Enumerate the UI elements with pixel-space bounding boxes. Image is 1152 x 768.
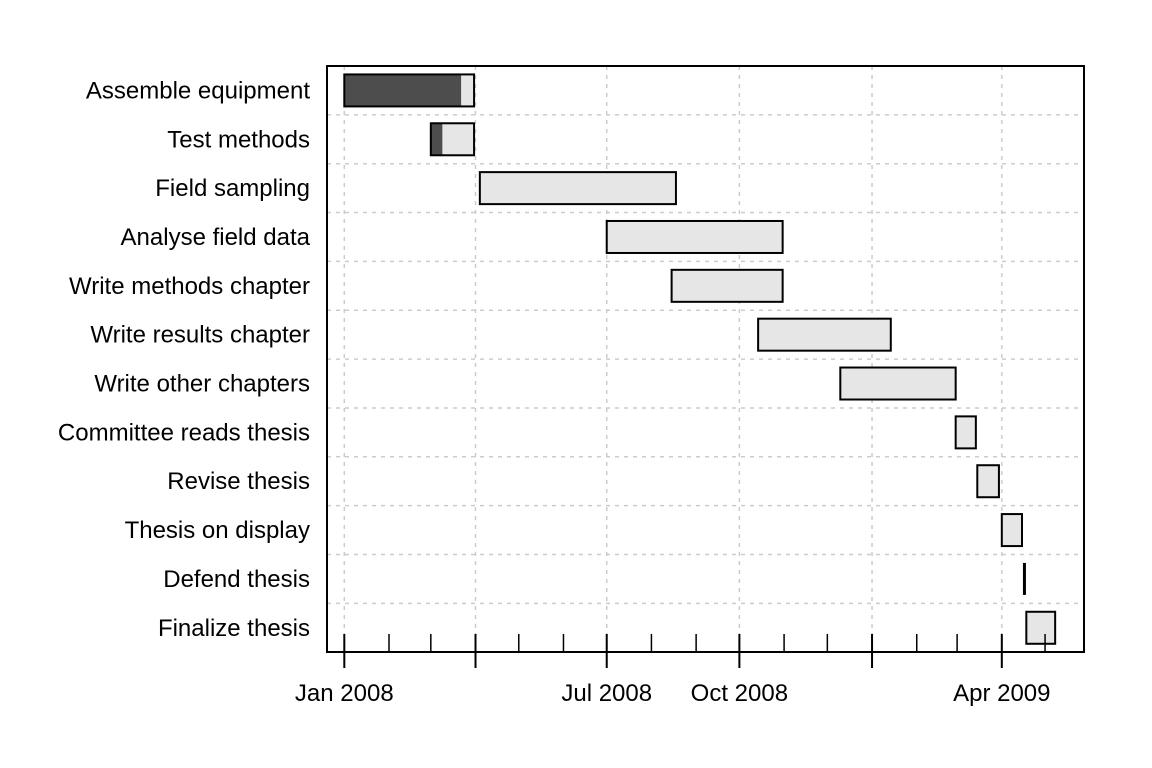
grid-lines (327, 66, 1084, 652)
task-bar-done (344, 74, 462, 107)
task-bar-outline (954, 415, 977, 450)
task-bar (1026, 611, 1056, 644)
task-bar (758, 318, 891, 351)
task-label: Field sampling (155, 175, 310, 202)
task-label: Finalize thesis (158, 615, 310, 642)
task-bars (343, 73, 1057, 645)
task-label: Committee reads thesis (58, 419, 310, 446)
task-bar-outline (605, 219, 784, 254)
task-label: Defend thesis (163, 566, 310, 593)
task-bar-outline (1000, 513, 1023, 548)
task-bar-outline (343, 73, 476, 108)
task-label: Analyse field data (121, 224, 311, 251)
x-tick-label: Oct 2008 (691, 680, 788, 707)
task-bar-outline (839, 366, 957, 401)
task-bar-outline (670, 268, 784, 303)
x-tick-label: Jan 2008 (295, 680, 394, 707)
task-label: Write methods chapter (69, 273, 310, 300)
x-tick-label: Apr 2009 (953, 680, 1050, 707)
task-bar (977, 465, 999, 498)
task-label: Assemble equipment (86, 77, 310, 104)
task-bar-outline (478, 171, 677, 206)
task-bar (479, 172, 676, 205)
task-bar-outline (757, 317, 892, 352)
task-bar (840, 367, 956, 400)
task-bar-outline (1025, 610, 1057, 645)
task-bar-outline (429, 122, 476, 157)
task-bar (955, 416, 976, 449)
task-bar (1001, 514, 1022, 547)
task-bar (671, 269, 783, 302)
task-label: Test methods (167, 126, 310, 153)
plot-frame (326, 65, 1085, 653)
x-tick-label: Jul 2008 (561, 680, 652, 707)
task-label: Write other chapters (94, 371, 310, 398)
task-labels: Assemble equipment Test methods Field samp… (58, 77, 311, 641)
task-label: Revise thesis (167, 468, 310, 495)
task-label: Write results chapter (90, 322, 310, 349)
task-bar (606, 220, 783, 253)
task-bar-done (430, 123, 443, 156)
x-axis: Jan 2008 Jul 2008 Oct 2008 Apr 2009 (295, 634, 1051, 707)
task-bar-outline (976, 464, 1000, 499)
task-label: Thesis on display (125, 517, 310, 544)
